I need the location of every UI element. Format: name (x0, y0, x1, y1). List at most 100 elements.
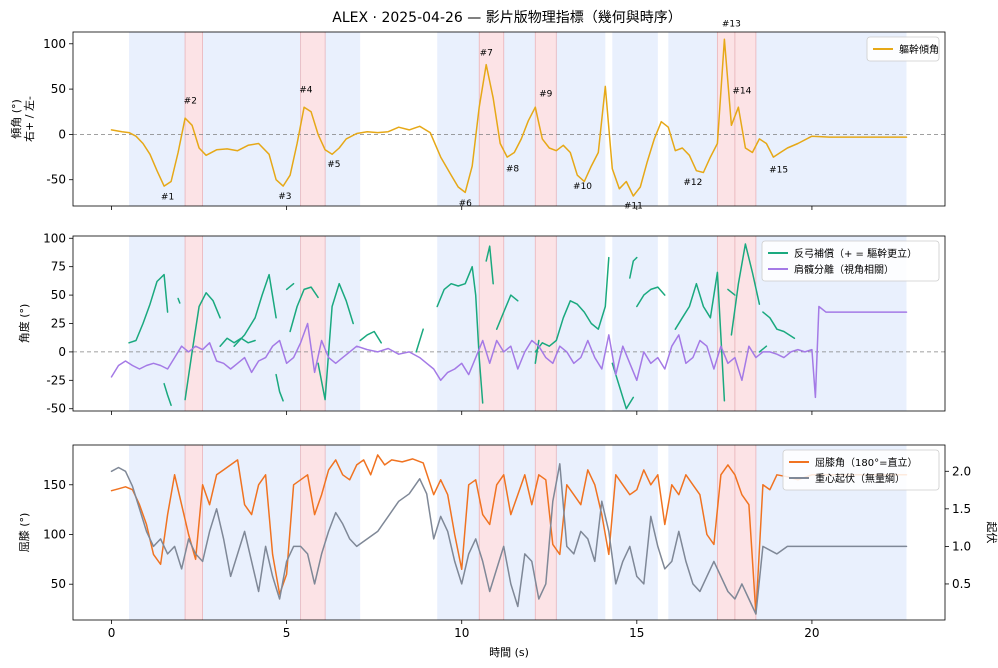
phase-band-red (185, 445, 203, 620)
series-line-angles-0 (219, 337, 256, 347)
phase-band-blue (503, 236, 536, 411)
y2-tick-label: 2.0 (952, 464, 971, 478)
x-tick-label: 0 (108, 626, 116, 640)
series-line-angles-0 (128, 273, 169, 344)
phase-band-blue (668, 32, 718, 206)
series-line-angles-0 (275, 373, 284, 402)
series-line-angles-0 (636, 286, 666, 308)
y2-axis-label: 起伏 (985, 522, 998, 544)
phase-band-blue (612, 32, 658, 206)
phase-band-blue (437, 32, 480, 206)
phase-band-blue (668, 445, 718, 620)
y-tick-label: 75 (51, 260, 66, 274)
phase-band-blue (325, 32, 361, 206)
phase-band-red (535, 236, 557, 411)
phase-band-blue (129, 445, 186, 620)
y-tick-label: 50 (51, 288, 66, 302)
series-line-angles-0 (674, 271, 726, 402)
series-line-angles-0 (629, 256, 638, 279)
phase-band-red (185, 32, 203, 206)
y-tick-label: -25 (46, 373, 66, 387)
series-line-angles-0 (184, 292, 221, 401)
legend-box (782, 449, 940, 491)
event-label: #1 (161, 193, 174, 203)
legend-box (866, 36, 940, 62)
y-tick-label: 100 (43, 231, 66, 245)
series-group (110, 454, 908, 615)
series-line-angles-0 (534, 339, 540, 365)
phase-band-red (479, 32, 504, 206)
y-tick-label: -50 (46, 402, 66, 416)
phase-band-red (300, 445, 326, 620)
axes-frame (72, 31, 946, 207)
phase-band-red (717, 236, 735, 411)
y-tick-label: 0 (58, 345, 66, 359)
y-axis-label: 傾角 (°) (9, 99, 23, 139)
phase-band-blue (202, 32, 301, 206)
event-label: #2 (184, 97, 197, 107)
event-label: #3 (278, 192, 291, 202)
legend-box (761, 240, 940, 282)
phase-band-red (479, 445, 504, 620)
series-line-tilt-0 (110, 38, 908, 197)
phase-band-red (535, 32, 557, 206)
legend: 屈膝角（180°=直立） 重心起伏（無量綱） (782, 449, 940, 491)
series-line-angles-0 (233, 273, 277, 347)
x-tick-label: 5 (283, 626, 291, 640)
phase-band-blue (612, 445, 658, 620)
phase-band-blue (556, 32, 606, 206)
legend-entry: 屈膝角（180°=直立） (815, 456, 917, 469)
phase-band-red (717, 445, 735, 620)
phase-band-blue (556, 236, 606, 411)
series-group (110, 38, 908, 197)
y-tick-label: 100 (43, 527, 66, 541)
panel-tilt: -50 0 50 100 傾角 (°) 右+ / 左- #1 #2 #3 #4 #5 #6 #7 #8 #9… (9, 20, 946, 212)
phase-band-blue (129, 236, 186, 411)
series-line-angles-0 (415, 328, 424, 353)
phase-band-red (300, 236, 326, 411)
phase-band-blue (325, 445, 361, 620)
series-line-angles-0 (758, 345, 768, 353)
legend-entry: 重心起伏（無量綱） (815, 472, 905, 485)
x-tick-label: 10 (454, 626, 469, 640)
event-label: #6 (459, 199, 473, 209)
event-label: #11 (624, 202, 643, 212)
event-label: #4 (299, 86, 313, 96)
series-line-angles-0 (285, 282, 295, 291)
event-label: #9 (539, 89, 553, 99)
series-line-angles-0 (534, 256, 610, 353)
event-label: #15 (769, 165, 788, 175)
legend: 反弓補償（+ = 驅幹更立） 肩髖分離（視角相關） (761, 240, 940, 282)
event-label: #10 (573, 182, 592, 192)
phase-band-red (734, 236, 756, 411)
event-label: #14 (732, 87, 751, 97)
axes-frame (72, 444, 946, 621)
y-tick-label: 100 (43, 37, 66, 51)
x-tick-label: 20 (804, 626, 819, 640)
y2-tick-label: 1.5 (952, 502, 971, 516)
phase-band-blue (503, 32, 536, 206)
series-line-angles-0 (727, 288, 736, 296)
phase-band-red (535, 445, 557, 620)
y-tick-label: 150 (43, 478, 66, 492)
legend-entry: 肩髖分離（視角相關） (794, 263, 894, 276)
panel-angles: -50 -25 0 25 50 75 100 角度 (°) 反弓補償（+ = 驅幹更立） 肩髖分離… (17, 231, 946, 416)
y2-tick-label: 0.5 (952, 577, 971, 591)
series-line-angles-0 (289, 286, 319, 333)
y-tick-label: 25 (51, 317, 66, 331)
series-line-angles-0 (762, 311, 796, 340)
series-line-knee-0 (110, 454, 908, 615)
legend-entry: 反弓補償（+ = 驅幹更立） (794, 247, 917, 260)
y-axis-label: 右+ / 左- (22, 96, 36, 142)
legend-entry: 軀幹傾角 (899, 43, 939, 56)
x-tick-label: 15 (629, 626, 644, 640)
phase-band-blue (437, 236, 480, 411)
phase-band-blue (668, 236, 718, 411)
legend: 軀幹傾角 (866, 36, 940, 62)
series-line-angles-1 (110, 305, 908, 399)
series-line-knee-1 (110, 463, 908, 615)
y-tick-label: 0 (58, 127, 66, 141)
